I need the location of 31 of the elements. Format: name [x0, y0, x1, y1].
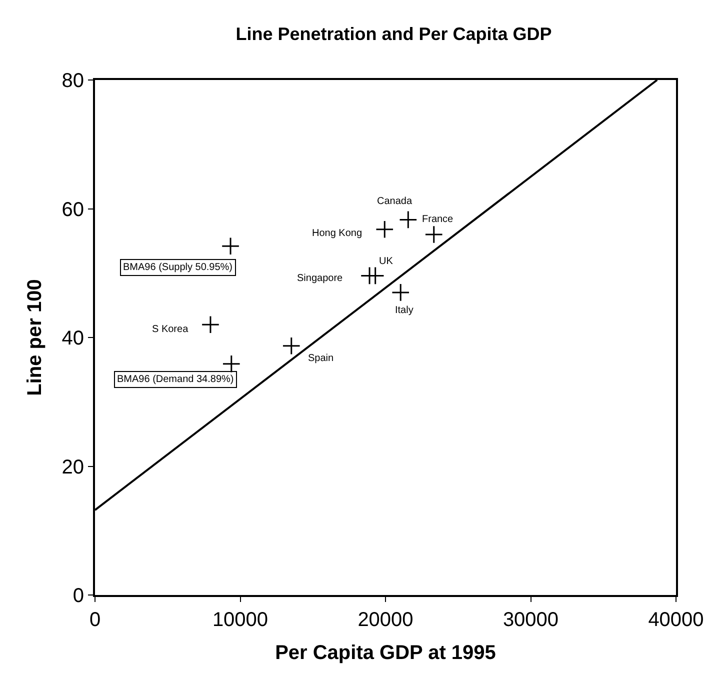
y-tick-label: 60 — [62, 198, 84, 221]
annotation: Canada — [377, 196, 412, 207]
y-tick-label: 40 — [62, 328, 84, 350]
point — [375, 220, 394, 238]
annotation: Spain — [308, 353, 334, 364]
y-tick-label: 20 — [62, 456, 84, 478]
y-axis-title: Line per 100 — [24, 279, 46, 396]
point — [221, 236, 240, 256]
annotation: S Korea — [152, 324, 189, 335]
point — [201, 315, 220, 334]
annotation: Italy — [395, 305, 414, 316]
annotation: UK — [379, 256, 394, 267]
point — [424, 225, 444, 244]
x-tick-label: 10000 — [212, 609, 268, 631]
annotation: France — [422, 214, 454, 225]
point — [391, 283, 410, 302]
annotation: Singapore — [297, 273, 344, 284]
annotation: BMA96 (Supply 50.95%) — [123, 262, 233, 273]
x-tick-label: 20000 — [358, 609, 414, 631]
x-tick-label: 0 — [89, 609, 101, 631]
point — [399, 210, 418, 229]
chart-title: Line Penetration and Per Capita GDP — [236, 24, 552, 44]
x-axis-title: Per Capita GDP at 1995 — [275, 642, 496, 664]
annotation: BMA96 (Demand 34.89%) — [117, 374, 234, 385]
point — [222, 354, 241, 374]
y-tick-label: 80 — [62, 70, 84, 92]
point — [282, 336, 301, 356]
annotation: Hong Kong — [312, 228, 362, 239]
y-tick-label: 0 — [72, 585, 84, 607]
x-tick-label: 30000 — [502, 609, 559, 631]
x-tick-label: 40000 — [648, 609, 704, 631]
